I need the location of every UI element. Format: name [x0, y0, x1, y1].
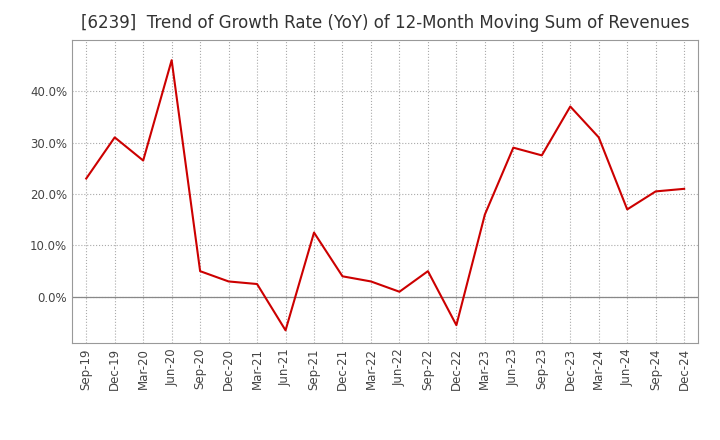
- Title: [6239]  Trend of Growth Rate (YoY) of 12-Month Moving Sum of Revenues: [6239] Trend of Growth Rate (YoY) of 12-…: [81, 15, 690, 33]
